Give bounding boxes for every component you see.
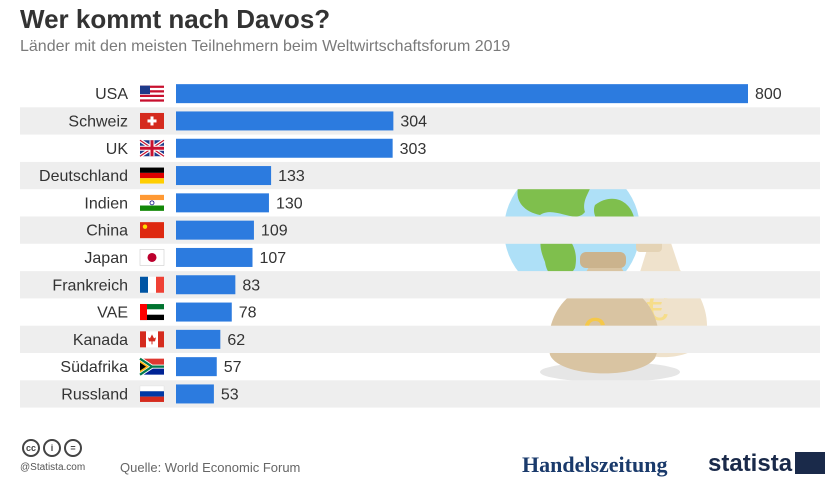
attribution-icon: i	[43, 439, 61, 457]
bar	[176, 247, 253, 267]
flag-part	[147, 119, 157, 123]
fr-flag-icon	[140, 276, 164, 293]
flag-part	[140, 87, 164, 91]
bar	[176, 111, 394, 131]
flag-part	[156, 276, 164, 293]
data-label: 109	[261, 223, 288, 240]
category-label: Russland	[61, 386, 128, 403]
flag-part	[140, 304, 147, 321]
bar	[176, 138, 393, 158]
flag-part	[148, 276, 156, 293]
no-derivatives-icon: =	[64, 439, 82, 457]
data-label: 53	[221, 386, 239, 403]
data-label: 303	[400, 141, 427, 158]
category-label: VAE	[97, 305, 128, 322]
flag-part	[140, 304, 164, 310]
data-label: 133	[278, 168, 305, 185]
category-label: China	[86, 223, 128, 240]
bar-chart: € € USA800Schweiz304UK303Deutschland133I…	[20, 84, 820, 408]
handelszeitung-logo: Handelszeitung	[522, 452, 668, 477]
za-flag-icon	[138, 356, 164, 377]
flag-part	[140, 362, 146, 371]
flag-part	[140, 358, 164, 367]
flag-part	[148, 334, 156, 345]
us-flag-icon	[140, 85, 164, 102]
flag-part	[140, 391, 164, 397]
flag-part	[140, 366, 164, 375]
data-label: 107	[260, 250, 287, 267]
cc-icon: cc	[22, 439, 40, 457]
cn-flag-icon	[140, 222, 164, 239]
flag-part	[140, 200, 164, 206]
category-label: Japan	[84, 250, 128, 267]
creative-commons-icons: cc i =	[22, 439, 82, 457]
category-label: UK	[106, 141, 129, 158]
chart-title: Wer kommt nach Davos?	[20, 4, 331, 34]
bar	[176, 220, 254, 240]
flag-part	[140, 92, 164, 95]
category-label: Frankreich	[52, 277, 128, 294]
uk-flag-icon	[139, 138, 165, 158]
flag-part	[140, 178, 164, 184]
bar	[176, 166, 272, 186]
data-label: 78	[239, 305, 257, 322]
category-label: Südafrika	[60, 359, 128, 376]
flag-part	[140, 85, 150, 95]
de-flag-icon	[140, 167, 164, 184]
flag-part	[140, 396, 164, 402]
flag-part	[140, 146, 164, 150]
category-label: Schweiz	[68, 113, 128, 130]
flag-part	[140, 222, 164, 239]
data-label: 304	[400, 113, 427, 130]
bar	[176, 384, 214, 404]
ch-flag-icon	[140, 112, 164, 129]
flag-part	[140, 90, 164, 93]
flag-part	[140, 276, 148, 293]
flag-part	[140, 309, 164, 315]
data-label: 57	[224, 359, 242, 376]
flag-part	[140, 167, 164, 173]
flag-part	[147, 252, 157, 262]
data-label: 800	[755, 86, 782, 103]
ru-flag-icon	[139, 385, 165, 402]
flag-part	[139, 357, 164, 376]
flag-part	[140, 331, 146, 348]
in-flag-icon	[140, 194, 164, 211]
statista-logo: statista	[708, 450, 793, 477]
flag-part	[140, 94, 164, 98]
statista-credit: @Statista.com	[20, 462, 86, 473]
chart-subtitle: Länder mit den meisten Teilnehmern beim …	[20, 38, 511, 55]
data-label: 62	[227, 332, 245, 349]
bar	[176, 84, 748, 104]
ca-flag-icon	[140, 331, 164, 348]
category-label: Kanada	[73, 332, 128, 349]
statista-logo-icon	[795, 452, 825, 474]
flag-part	[140, 99, 164, 102]
flag-part	[140, 314, 164, 321]
footer: cc i = @Statista.com Quelle: World Econo…	[0, 436, 840, 477]
jp-flag-icon	[139, 249, 165, 266]
flag-part	[140, 172, 164, 179]
flag-part	[158, 331, 164, 348]
bar	[176, 193, 269, 213]
bar	[176, 275, 236, 295]
flag-part	[142, 224, 148, 229]
flag-part	[140, 194, 164, 201]
flag-part	[140, 205, 164, 211]
data-label: 130	[276, 195, 303, 212]
category-label: Deutschland	[39, 168, 128, 185]
bar	[176, 302, 232, 322]
flag-part	[140, 97, 164, 100]
category-label: USA	[95, 86, 128, 103]
ae-flag-icon	[140, 304, 164, 321]
bar	[176, 357, 217, 377]
data-label: 83	[242, 277, 260, 294]
bar	[176, 329, 221, 349]
category-label: Indien	[84, 195, 128, 212]
flag-part	[149, 200, 155, 206]
source-text: Quelle: World Economic Forum	[120, 460, 301, 475]
flag-part	[139, 385, 165, 392]
flag-part	[140, 85, 164, 88]
